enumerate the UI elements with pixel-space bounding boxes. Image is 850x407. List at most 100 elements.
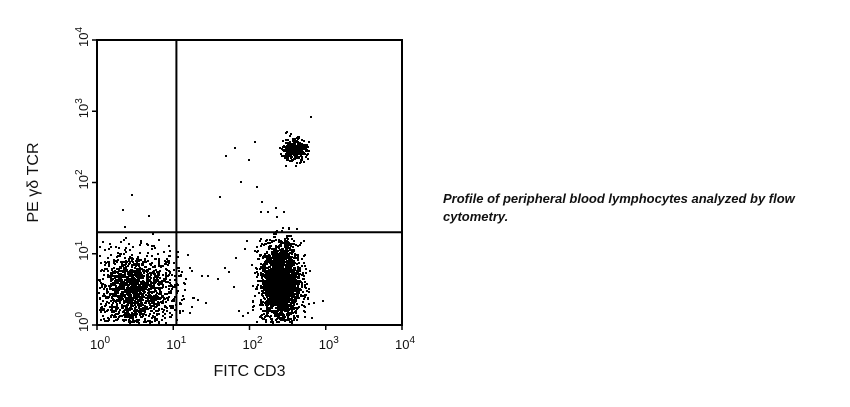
event-point-population-1 (131, 321, 133, 323)
event-point-population-1 (138, 311, 140, 313)
event-point-population-1 (135, 294, 137, 296)
event-point-population-1 (102, 241, 104, 243)
event-point-population-2 (274, 304, 276, 306)
event-point-population-1 (123, 261, 125, 263)
event-point-population-1 (140, 296, 142, 298)
event-point-population-1 (126, 306, 128, 308)
event-point-population-2 (274, 296, 276, 298)
x-tick-label: 104 (395, 335, 415, 352)
event-point-population-1 (138, 280, 140, 282)
event-point-population-1 (131, 260, 133, 262)
event-point-population-2 (291, 279, 293, 281)
event-point-population-3 (283, 150, 285, 152)
event-point-population-1 (128, 295, 130, 297)
event-point (244, 248, 246, 250)
event-point-population-1 (174, 279, 176, 281)
event-point-population-2 (289, 252, 291, 254)
event-point-population-3 (295, 165, 297, 167)
event-point-population-2 (297, 266, 299, 268)
event-point-population-1 (140, 259, 142, 261)
event-point-population-1 (162, 284, 164, 286)
event-point-population-2 (282, 317, 284, 319)
event-point-population-1 (128, 243, 130, 245)
event-point-population-1 (111, 311, 113, 313)
event-point-population-1 (160, 301, 162, 303)
event-point-population-3 (294, 151, 296, 153)
event-point-population-1 (170, 307, 172, 309)
event-point-population-1 (123, 314, 125, 316)
event-point-population-2 (283, 290, 285, 292)
event-point-population-2 (297, 254, 299, 256)
event-point-population-3 (295, 140, 297, 142)
event-point-population-2 (265, 261, 267, 263)
event-point-population-1 (112, 278, 114, 280)
event-point-population-1 (145, 321, 147, 323)
event-point-population-1 (150, 281, 152, 283)
event-point-population-1 (106, 268, 108, 270)
event-point-population-2 (278, 321, 280, 323)
event-point-population-2 (297, 294, 299, 296)
event-point-population-2 (278, 313, 280, 315)
event-point-population-1 (132, 314, 134, 316)
event-point-population-1 (118, 296, 120, 298)
event-point-population-1 (117, 282, 119, 284)
event-point-population-1 (140, 308, 142, 310)
event-point-population-2 (283, 211, 285, 213)
event-point-population-1 (150, 274, 152, 276)
event-point-population-1 (140, 311, 142, 313)
event-point-population-1 (120, 281, 122, 283)
event-point-population-2 (286, 235, 288, 237)
event-point-population-2 (254, 272, 256, 274)
event-point-population-2 (281, 254, 283, 256)
event-point-population-1 (132, 319, 134, 321)
event-point-population-2 (286, 264, 288, 266)
event-point-population-3 (305, 156, 307, 158)
event-point-population-1 (101, 309, 103, 311)
event-point-population-1 (116, 275, 118, 277)
event-point-population-1 (138, 319, 140, 321)
event-point-population-1 (126, 297, 128, 299)
event-point-population-1 (134, 320, 136, 322)
event-point-population-2 (301, 286, 303, 288)
event-point-population-1 (101, 286, 103, 288)
events-layer (98, 116, 324, 324)
event-point-population-1 (102, 300, 104, 302)
event-point-population-1 (119, 286, 121, 288)
event-point-population-1 (116, 256, 118, 258)
event-point-population-2 (265, 304, 267, 306)
event-point-population-1 (124, 294, 126, 296)
x-tick-label: 100 (90, 335, 110, 352)
event-point-population-1 (99, 255, 101, 257)
event-point-population-1 (180, 274, 182, 276)
event-point-population-1 (128, 260, 130, 262)
event-point-population-2 (299, 267, 301, 269)
event-point-population-1 (121, 274, 123, 276)
event-point-population-2 (308, 291, 310, 293)
event-point-population-1 (102, 283, 104, 285)
event-point-population-3 (300, 143, 302, 145)
event-point-population-2 (271, 251, 273, 253)
event-point-population-1 (158, 262, 160, 264)
event-point-population-1 (118, 277, 120, 279)
event-point-population-1 (129, 292, 131, 294)
event-point-population-1 (151, 317, 153, 319)
event-point-population-2 (296, 319, 298, 321)
event-point-population-1 (134, 301, 136, 303)
event-point-population-1 (148, 288, 150, 290)
event-point-population-2 (254, 250, 256, 252)
event-point-population-2 (288, 242, 290, 244)
event-point-population-2 (256, 271, 258, 273)
event-point-population-2 (283, 319, 285, 321)
event-point-population-2 (273, 284, 275, 286)
event-point-population-2 (296, 282, 298, 284)
event-point-population-1 (103, 270, 105, 272)
event-point-population-1 (113, 259, 115, 261)
event-point-population-1 (114, 277, 116, 279)
event-point-population-1 (132, 271, 134, 273)
event-point-population-1 (138, 305, 140, 307)
event-point-population-3 (287, 144, 289, 146)
event-point-population-2 (285, 281, 287, 283)
event-point-population-2 (279, 291, 281, 293)
event-point-population-1 (100, 282, 102, 284)
event-point-population-1 (132, 279, 134, 281)
